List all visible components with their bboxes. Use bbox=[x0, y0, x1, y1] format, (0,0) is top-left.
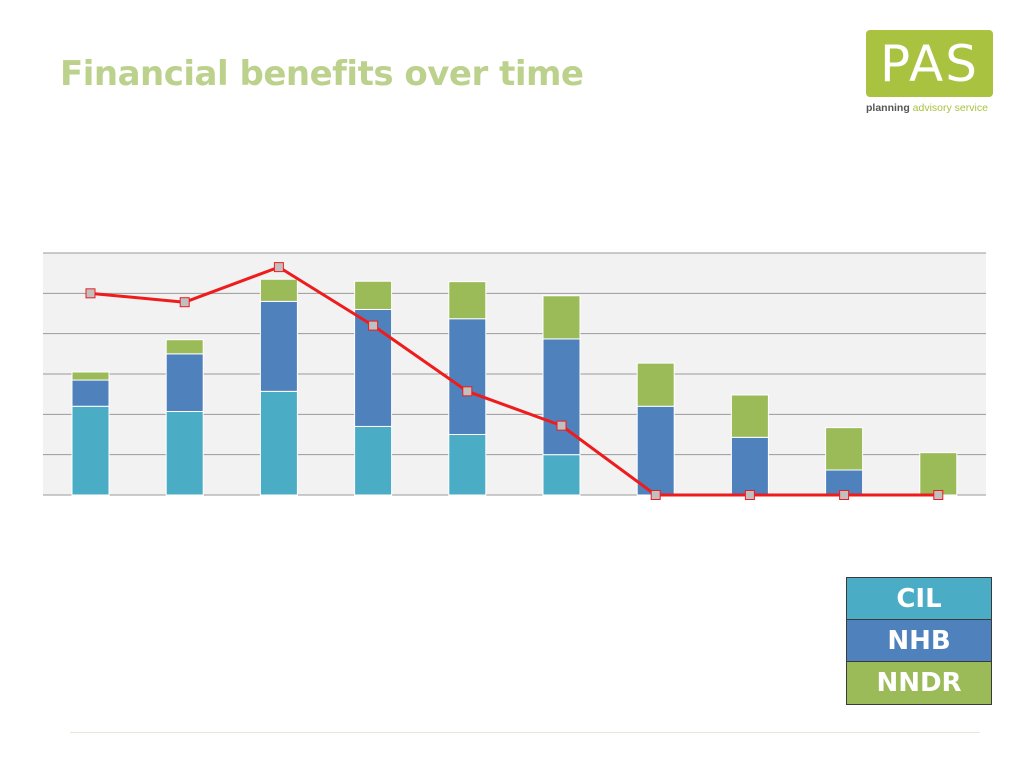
bar-nndr bbox=[165, 339, 204, 355]
bar-nndr bbox=[825, 427, 864, 471]
bar-nhb bbox=[825, 469, 864, 496]
line-marker bbox=[368, 320, 379, 331]
logo-tagline-rest: advisory service bbox=[912, 102, 988, 114]
legend-item-cil: CIL bbox=[847, 578, 991, 620]
bar-nhb bbox=[71, 379, 110, 407]
legend-item-nhb: NHB bbox=[847, 620, 991, 662]
bar-nndr bbox=[919, 452, 958, 496]
bar-nndr bbox=[354, 280, 393, 310]
legend-item-nndr: NNDR bbox=[847, 662, 991, 704]
bar-nhb bbox=[730, 436, 769, 496]
bar-nndr bbox=[730, 394, 769, 438]
bar-nhb bbox=[636, 405, 675, 496]
bar-nndr bbox=[448, 281, 487, 320]
bar-cil bbox=[354, 425, 393, 496]
line-marker bbox=[273, 262, 284, 273]
bar-nndr bbox=[71, 371, 110, 381]
legend-label-cil: CIL bbox=[896, 583, 942, 614]
legend-label-nndr: NNDR bbox=[876, 668, 962, 698]
line-marker bbox=[462, 386, 473, 397]
logo-tagline-bold: planning bbox=[866, 102, 910, 114]
line-marker bbox=[839, 490, 850, 500]
logo-tagline: planning advisory service bbox=[866, 102, 998, 114]
bar-cil bbox=[259, 390, 298, 496]
bar-nhb bbox=[165, 353, 204, 413]
line-marker bbox=[933, 490, 944, 500]
bar-cil bbox=[165, 411, 204, 496]
legend-label-nhb: NHB bbox=[887, 625, 951, 656]
bar-cil bbox=[448, 434, 487, 496]
pas-logo: PAS planning advisory service bbox=[866, 30, 998, 120]
bar-nndr bbox=[636, 362, 675, 407]
bar-nhb bbox=[542, 338, 581, 456]
bar-nndr bbox=[259, 278, 298, 302]
footer-divider bbox=[70, 732, 980, 733]
bar-nndr bbox=[542, 295, 581, 340]
bar-nhb bbox=[448, 318, 487, 436]
logo-mark: PAS bbox=[866, 30, 993, 97]
line-marker bbox=[179, 297, 190, 308]
chart-legend: CIL NHB NNDR bbox=[846, 577, 992, 705]
logo-text: PAS bbox=[880, 34, 979, 93]
bar-cil bbox=[542, 454, 581, 496]
bar-cil bbox=[71, 405, 110, 496]
page-title: Financial benefits over time bbox=[60, 54, 584, 94]
bar-nhb bbox=[259, 300, 298, 392]
line-marker bbox=[85, 288, 96, 299]
line-marker bbox=[556, 420, 567, 431]
line-marker bbox=[650, 490, 661, 500]
trend-line bbox=[90, 265, 939, 497]
line-marker bbox=[744, 490, 755, 500]
